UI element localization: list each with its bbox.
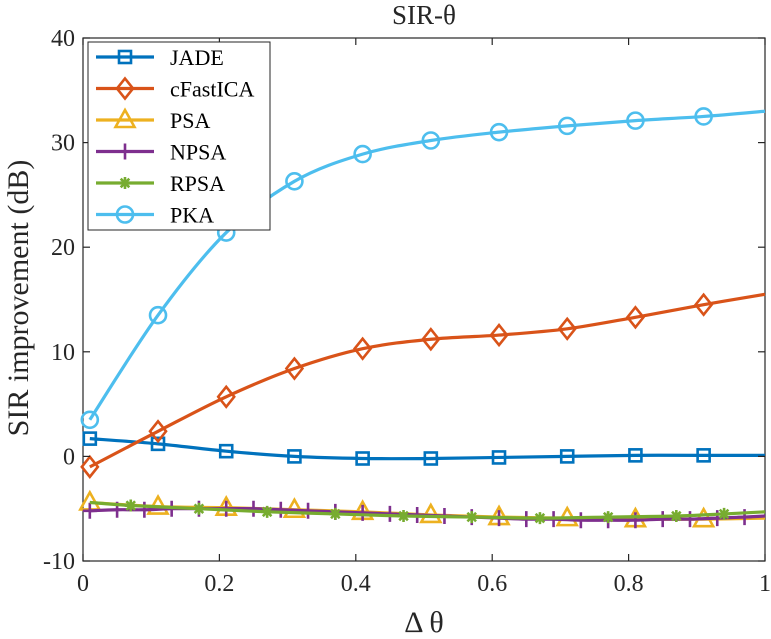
- legend-marker: [115, 76, 135, 101]
- y-tick-label: 30: [51, 131, 75, 157]
- series-line-cfastica: [89, 292, 766, 469]
- x-tick-label: 0.4: [341, 571, 371, 597]
- y-tick-label: -10: [43, 549, 75, 575]
- data-point-cfastica: [216, 384, 236, 409]
- data-point-rpsa: [124, 499, 137, 512]
- data-point-cfastica: [557, 316, 577, 341]
- data-point-npsa: [682, 511, 697, 528]
- data-point-jade: [150, 436, 166, 452]
- y-tick-label: 20: [51, 235, 75, 261]
- data-point-cfastica: [489, 322, 509, 348]
- data-point-jade: [628, 448, 643, 463]
- legend-label-psa: PSA: [170, 108, 210, 133]
- legend-label-npsa: NPSA: [170, 140, 226, 165]
- data-point-jade: [355, 451, 370, 466]
- legend: JADE cFastICA PSA NPSA RPSA PKA: [87, 41, 271, 231]
- data-point-cfastica: [284, 356, 305, 381]
- data-point-npsa: [628, 512, 643, 529]
- x-tick-label: 0.2: [204, 571, 234, 597]
- y-tick-label: 10: [51, 340, 75, 366]
- x-tick-label: 0: [77, 571, 89, 597]
- data-point-pka: [285, 172, 304, 191]
- data-point-rpsa: [192, 502, 205, 515]
- data-point-npsa: [655, 511, 670, 528]
- data-point-cfastica: [352, 336, 373, 361]
- legend-marker: [115, 205, 135, 224]
- data-point-cfastica: [625, 305, 646, 330]
- series-rpsa: [89, 499, 766, 525]
- x-axis-label: Δ θ: [404, 606, 444, 639]
- data-point-npsa: [246, 500, 261, 517]
- data-point-npsa: [301, 502, 316, 519]
- data-point-jade: [218, 443, 234, 459]
- data-point-psa: [282, 497, 307, 519]
- data-point-pka: [694, 107, 713, 126]
- legend-marker: [117, 49, 133, 65]
- data-point-rpsa: [533, 512, 546, 525]
- data-point-rpsa: [670, 510, 683, 523]
- data-point-rpsa: [261, 505, 274, 518]
- y-tick-label: 40: [51, 26, 75, 52]
- data-point-pka: [421, 131, 441, 150]
- data-point-npsa: [355, 504, 370, 521]
- data-point-rpsa: [602, 511, 615, 524]
- data-point-psa: [419, 502, 443, 524]
- chart-title: SIR-θ: [392, 0, 456, 30]
- x-tick-label: 1: [759, 571, 771, 597]
- data-point-npsa: [273, 501, 288, 518]
- data-point-pka: [80, 410, 100, 430]
- data-point-rpsa: [718, 507, 731, 520]
- data-point-pka: [557, 116, 577, 136]
- x-tick-label: 0.8: [614, 571, 644, 597]
- data-point-rpsa: [329, 507, 342, 520]
- series-line-jade: [89, 437, 765, 461]
- data-point-pka: [489, 122, 509, 142]
- legend-marker: [118, 143, 132, 160]
- data-point-jade: [559, 449, 575, 464]
- series-line-pka: [88, 109, 766, 421]
- data-point-cfastica: [148, 419, 168, 444]
- y-tick-label: 0: [63, 444, 75, 470]
- data-point-jade: [82, 431, 98, 446]
- series-cfastica: [80, 292, 766, 479]
- data-point-npsa: [137, 501, 152, 518]
- legend-label-rpsa: RPSA: [170, 171, 225, 196]
- data-point-rpsa: [465, 511, 478, 524]
- legend-marker: [113, 107, 137, 129]
- y-axis-label: SIR improvement (dB): [2, 160, 35, 437]
- data-point-cfastica: [421, 327, 441, 352]
- data-point-pka: [148, 305, 168, 325]
- data-point-jade: [696, 448, 711, 463]
- legend-label-pka: PKA: [170, 203, 214, 228]
- series-pka: [80, 107, 766, 430]
- legend-label-jade: JADE: [170, 45, 224, 70]
- data-point-npsa: [82, 502, 97, 519]
- legend-box: [87, 41, 271, 231]
- data-point-jade: [491, 450, 507, 465]
- legend-marker: [119, 177, 131, 189]
- data-point-pka: [626, 111, 645, 130]
- series-jade: [82, 431, 765, 466]
- data-point-cfastica: [693, 292, 714, 317]
- data-point-npsa: [573, 512, 588, 529]
- series-layer: [78, 107, 766, 529]
- data-point-rpsa: [397, 510, 410, 523]
- legend-label-cfastica: cFastICA: [170, 77, 254, 102]
- data-point-jade: [287, 449, 302, 464]
- x-tick-label: 0.6: [477, 571, 507, 597]
- data-point-pka: [353, 144, 372, 164]
- data-point-jade: [423, 451, 439, 466]
- data-point-cfastica: [80, 454, 100, 479]
